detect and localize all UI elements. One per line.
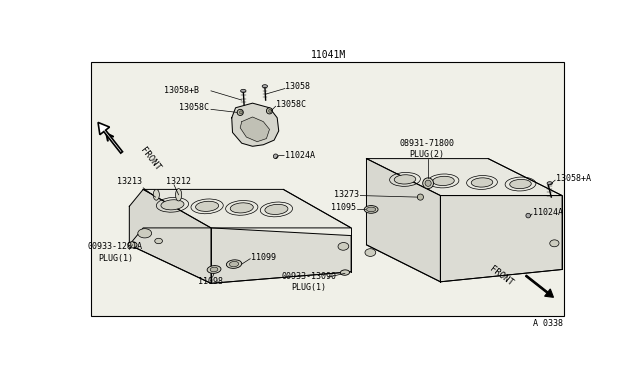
Circle shape (237, 109, 243, 115)
Circle shape (273, 154, 278, 158)
Text: 11099: 11099 (251, 253, 276, 262)
Ellipse shape (196, 201, 219, 211)
FancyArrow shape (525, 275, 554, 297)
Text: 13058C: 13058C (276, 100, 306, 109)
Text: 13058+B: 13058+B (164, 86, 198, 95)
Polygon shape (240, 117, 269, 142)
Ellipse shape (230, 203, 253, 213)
Text: 11095: 11095 (331, 203, 356, 212)
Ellipse shape (207, 266, 221, 273)
Text: 13058+A: 13058+A (556, 174, 591, 183)
Polygon shape (129, 228, 351, 283)
Text: 13213: 13213 (116, 177, 141, 186)
Text: 11024A: 11024A (285, 151, 315, 160)
Text: 13058: 13058 (285, 83, 310, 92)
Bar (91, 62, 564, 316)
Polygon shape (367, 158, 562, 196)
Text: FRONT: FRONT (488, 264, 515, 287)
Circle shape (425, 180, 431, 186)
Ellipse shape (155, 238, 163, 244)
Ellipse shape (230, 262, 239, 267)
Polygon shape (367, 196, 562, 282)
Ellipse shape (550, 240, 559, 247)
Polygon shape (143, 189, 351, 228)
Polygon shape (129, 189, 211, 283)
Circle shape (239, 111, 243, 114)
Ellipse shape (367, 207, 376, 212)
Circle shape (422, 178, 433, 189)
Text: 11041M: 11041M (310, 51, 346, 60)
Text: FRONT: FRONT (139, 145, 162, 172)
Ellipse shape (471, 178, 493, 187)
Text: 13273: 13273 (334, 190, 359, 199)
Circle shape (266, 108, 273, 114)
Ellipse shape (364, 206, 378, 213)
Polygon shape (367, 158, 440, 282)
Circle shape (269, 109, 272, 112)
Circle shape (526, 213, 531, 218)
Ellipse shape (394, 175, 416, 184)
Ellipse shape (338, 243, 349, 250)
Ellipse shape (365, 249, 376, 256)
Ellipse shape (241, 89, 246, 92)
Text: 11024A: 11024A (533, 208, 563, 217)
Text: 00933-1281A
PLUG(1): 00933-1281A PLUG(1) (88, 243, 143, 263)
Ellipse shape (161, 200, 184, 210)
Ellipse shape (509, 179, 531, 189)
Ellipse shape (175, 189, 182, 201)
Polygon shape (232, 103, 279, 146)
Text: 11098: 11098 (198, 277, 223, 286)
Ellipse shape (547, 182, 552, 185)
Text: 08931-71800
PLUG(2): 08931-71800 PLUG(2) (399, 139, 454, 160)
Ellipse shape (128, 242, 137, 248)
Circle shape (417, 194, 424, 200)
Text: 13212: 13212 (166, 177, 191, 186)
Ellipse shape (227, 260, 242, 268)
Text: A 0338: A 0338 (533, 319, 563, 328)
FancyArrow shape (98, 122, 122, 153)
Text: 00933-13090
PLUG(1): 00933-13090 PLUG(1) (281, 272, 336, 292)
Text: 13058C: 13058C (179, 103, 209, 112)
Ellipse shape (340, 270, 349, 275)
Ellipse shape (262, 85, 268, 88)
Ellipse shape (433, 176, 454, 186)
Ellipse shape (153, 189, 159, 200)
Ellipse shape (138, 229, 152, 238)
Ellipse shape (265, 204, 288, 215)
Ellipse shape (210, 267, 218, 272)
